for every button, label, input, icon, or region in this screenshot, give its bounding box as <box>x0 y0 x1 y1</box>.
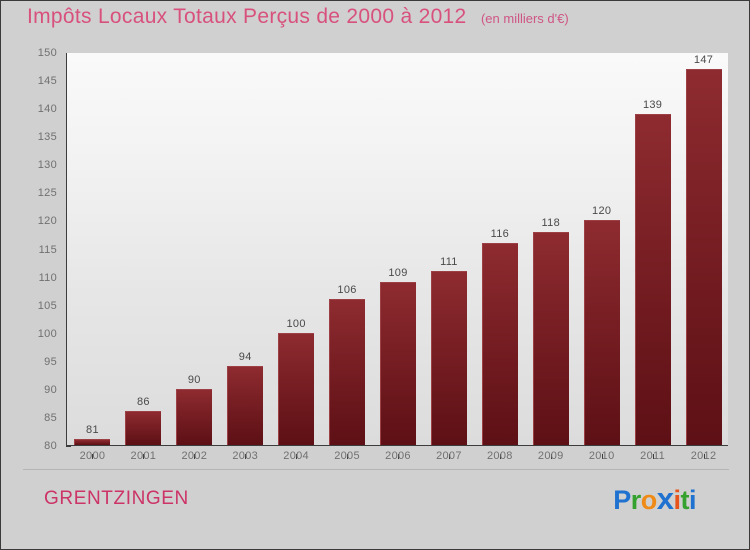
y-axis: 80 85 90 95 100 105 110 115 120 125 130 135 140 145 15… <box>23 45 71 452</box>
bar-value-label: 106 <box>337 284 357 296</box>
y-tick-label: 95 <box>44 355 57 368</box>
x-tick-mark <box>194 454 195 459</box>
x-tick-mark <box>296 454 297 459</box>
x-tick-label: 2001 <box>130 450 157 462</box>
footer: GRENTZINGEN Proxiti <box>1 469 749 549</box>
bar[interactable] <box>329 299 365 445</box>
x-tick-mark <box>500 454 501 459</box>
logo-letter-i1: i <box>673 485 681 515</box>
x-tick-label: 2007 <box>436 450 462 462</box>
y-tick-label: 115 <box>38 243 57 256</box>
bar[interactable] <box>686 69 722 445</box>
bar-value-label: 118 <box>541 217 560 229</box>
y-tick-label: 105 <box>37 299 57 312</box>
x-tick-label: 2003 <box>232 450 259 462</box>
x-tick-label: 2010 <box>588 450 615 462</box>
chart-title-bar: Impôts Locaux Totaux Perçus de 2000 à 20… <box>1 5 749 35</box>
bar-value-label: 116 <box>490 228 510 240</box>
x-tick-mark <box>143 454 144 459</box>
bar[interactable] <box>125 411 161 445</box>
logo-letter-r: r <box>630 485 642 515</box>
bar-value-label: 147 <box>693 54 714 66</box>
y-tick-mark <box>66 446 71 447</box>
logo-letter-o: o <box>640 485 658 515</box>
x-tick-mark <box>449 454 450 459</box>
x-tick-label: 2000 <box>79 450 106 462</box>
x-tick-mark <box>602 454 603 459</box>
y-tick-label: 125 <box>37 187 57 200</box>
logo-letter-t: t <box>680 485 689 515</box>
bar-value-label: 81 <box>86 424 99 436</box>
x-tick-label: 2004 <box>283 450 309 462</box>
city-name: GRENTZINGEN <box>44 488 189 509</box>
bar[interactable] <box>533 232 569 445</box>
y-tick-label: 80 <box>44 440 57 452</box>
bar[interactable] <box>227 366 263 445</box>
x-tick-mark <box>245 454 246 459</box>
plot-area: 81 86 90 94 100 106 109 111 116 118 120 139 147 <box>66 53 728 459</box>
x-tick-label: 2011 <box>640 450 666 462</box>
x-tick-label: 2005 <box>334 450 360 462</box>
bar-value-label: 100 <box>286 318 306 330</box>
logo-letter-i2: i <box>688 485 697 515</box>
page-subtitle: (en milliers d'€) <box>480 11 569 26</box>
bar-value-label: 111 <box>440 256 458 268</box>
y-tick-label: 135 <box>37 131 57 144</box>
y-tick-label: 85 <box>44 411 57 424</box>
bar-value-label: 94 <box>238 351 252 363</box>
bar-value-label: 90 <box>187 374 201 386</box>
y-tick-label: 140 <box>37 103 57 116</box>
y-tick-label: 110 <box>38 271 57 284</box>
bar[interactable] <box>176 389 212 445</box>
y-tick-label: 150 <box>37 47 57 59</box>
bar-value-label: 86 <box>136 396 150 408</box>
x-tick-mark <box>653 454 654 459</box>
y-tick-label: 90 <box>44 383 57 396</box>
footer-divider <box>23 469 729 470</box>
x-axis: 2000 2001 2002 2003 2004 2005 2006 2007 2008 2009… <box>67 448 729 468</box>
bar[interactable] <box>431 271 467 445</box>
y-tick-label: 120 <box>37 215 57 228</box>
y-tick-label: 130 <box>37 159 57 172</box>
bar[interactable] <box>482 243 518 445</box>
x-tick-mark <box>347 454 348 459</box>
bar[interactable] <box>635 114 671 445</box>
x-tick-label: 2008 <box>487 450 513 462</box>
y-tick-label: 145 <box>37 75 57 88</box>
x-tick-label: 2009 <box>537 450 564 462</box>
x-tick-label: 2012 <box>690 450 717 462</box>
bar[interactable] <box>74 439 110 445</box>
x-tick-mark <box>551 454 552 459</box>
x-tick-mark <box>704 454 705 459</box>
proxiti-logo[interactable]: Proxiti <box>613 481 696 517</box>
logo-letter-p: P <box>613 485 631 515</box>
chart-frame: 80 85 90 95 100 105 110 115 120 125 130 135 140 145 15… <box>23 45 729 462</box>
logo-letter-x: x <box>656 481 674 516</box>
x-tick-mark <box>92 454 93 459</box>
page-title: Impôts Locaux Totaux Perçus de 2000 à 20… <box>27 5 467 28</box>
bar-value-label: 120 <box>592 205 612 217</box>
x-tick-mark <box>398 454 399 459</box>
bar[interactable] <box>278 333 314 445</box>
bar-value-label: 139 <box>642 99 663 111</box>
y-tick-label: 100 <box>37 327 57 340</box>
bar[interactable] <box>380 282 416 445</box>
x-tick-label: 2002 <box>181 450 208 462</box>
bar-value-label: 109 <box>388 267 408 279</box>
bar[interactable] <box>584 220 620 445</box>
x-tick-label: 2006 <box>385 450 411 462</box>
